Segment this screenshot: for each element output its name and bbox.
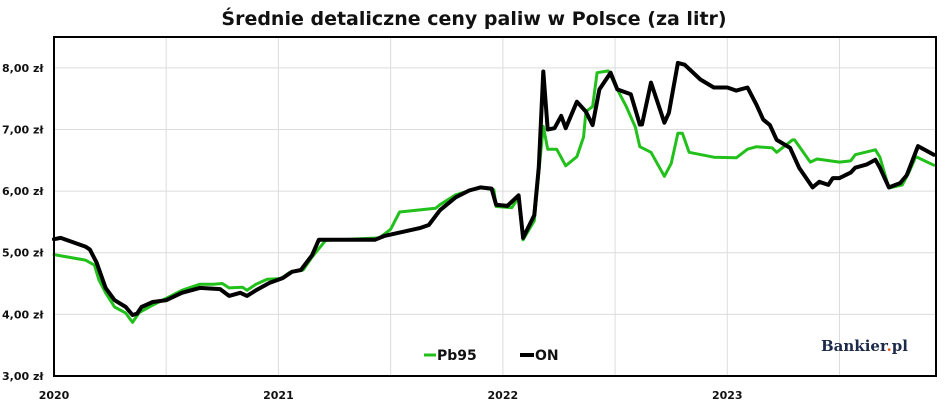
x-axis-ticks: 2020 2021 2022 2023 [39,389,743,402]
x-tick-label: 2023 [712,389,743,402]
plot-border [53,36,937,377]
legend: Pb95 ON [424,348,559,364]
legend-label-pb95: Pb95 [437,348,477,364]
y-tick-label: 5,00 zł [2,247,44,260]
legend-item-on: ON [520,348,559,364]
y-tick-label: 7,00 zł [2,123,44,136]
series-lines [52,60,936,324]
grid [54,37,936,377]
x-tick-label: 2022 [488,389,519,402]
chart-title: Średnie detaliczne ceny paliw w Polsce (… [221,6,726,30]
y-tick-label: 6,00 zł [2,185,44,198]
series-line-pb95 [52,69,936,324]
legend-item-pb95: Pb95 [424,348,477,364]
y-tick-label: 8,00 zł [2,62,44,75]
x-tick-label: 2021 [263,389,294,402]
bankier-logo: Bankier.pl [821,337,908,355]
legend-label-on: ON [535,348,559,364]
x-tick-label: 2020 [39,389,70,402]
y-tick-label: 3,00 zł [2,370,44,383]
y-tick-label: 4,00 zł [2,308,44,321]
series-line-on [52,60,936,317]
y-axis-ticks: 3,00 zł 4,00 zł 5,00 zł 6,00 zł 7,00 zł 8,00 … [2,62,44,383]
